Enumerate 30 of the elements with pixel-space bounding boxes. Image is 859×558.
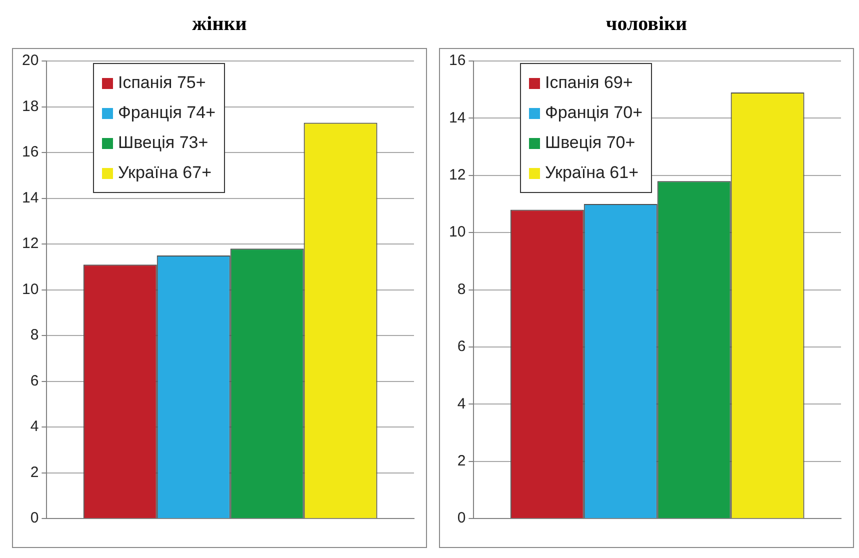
y-tick-label: 8	[457, 280, 466, 298]
y-tick-label: 8	[30, 326, 39, 344]
legend-label: Швеція 70+	[545, 133, 636, 153]
legend-label: Іспанія 75+	[118, 73, 206, 93]
y-tick-label: 16	[22, 144, 39, 161]
y-tick-label: 2	[457, 452, 466, 470]
y-tick-label: 0	[30, 510, 39, 527]
y-tick-label: 6	[30, 372, 39, 390]
legend-label: Франція 70+	[545, 103, 643, 123]
y-tick-label: 16	[448, 52, 466, 70]
y-tick-label: 20	[22, 52, 39, 70]
y-tick-label: 4	[30, 418, 39, 436]
chart-title: чоловіки	[604, 12, 688, 37]
y-tick-label: 12	[22, 235, 39, 252]
legend-label: Франція 74+	[118, 103, 216, 123]
legend-label: Іспанія 69+	[545, 73, 633, 93]
y-tick-label: 12	[448, 166, 466, 184]
legend-label: Швеція 73+	[118, 133, 208, 153]
legend-label: Україна 67+	[118, 163, 212, 183]
y-tick-label: 14	[448, 109, 466, 126]
y-tick-label: 6	[457, 338, 466, 356]
y-tick-label: 2	[30, 464, 39, 481]
chart-title: жінки	[191, 12, 248, 37]
legend-label: Україна 61+	[545, 163, 639, 183]
y-tick-label: 14	[22, 189, 39, 206]
y-tick-label: 10	[22, 280, 39, 298]
y-tick-label: 18	[22, 98, 39, 115]
y-tick-label: 4	[457, 395, 466, 412]
y-tick-label: 0	[457, 510, 466, 527]
y-tick-label: 10	[448, 224, 466, 241]
